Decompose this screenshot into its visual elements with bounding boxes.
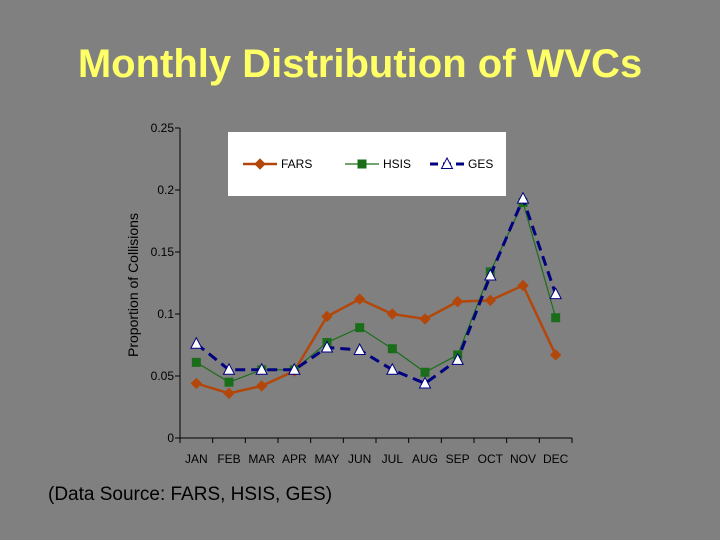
data-point-ges	[484, 268, 497, 281]
data-point-fars	[223, 387, 235, 400]
y-tick-label: 0.05	[151, 369, 175, 383]
legend-marker-fars	[254, 158, 266, 170]
data-point-hsis	[420, 367, 430, 377]
x-tick-label: JUN	[348, 452, 371, 466]
data-point-ges	[222, 362, 236, 375]
x-tick-label: MAY	[314, 452, 339, 466]
legend-marker-ges	[440, 156, 454, 169]
x-tick-label: FEB	[217, 452, 240, 466]
data-point-fars	[484, 294, 497, 307]
data-point-fars	[419, 313, 431, 325]
series-line-fars	[195, 283, 557, 395]
data-point-hsis	[551, 313, 561, 323]
y-tick-label: 0	[167, 431, 174, 445]
chart-series	[190, 191, 562, 400]
data-point-ges	[418, 376, 432, 389]
y-tick-label: 0.25	[151, 121, 175, 135]
y-tick-label: 0.1	[157, 307, 174, 321]
data-point-ges	[320, 340, 334, 353]
x-tick-label: OCT	[478, 452, 504, 466]
data-point-ges	[516, 191, 530, 204]
chart-axes: 0 0.05 0.1 0.15 0.2 0.25 JAN FEB MAR APR MAY JUN JUL…	[125, 121, 573, 466]
chart-legend: FARS HSIS GES	[228, 132, 506, 196]
data-point-ges	[549, 287, 562, 300]
data-point-hsis	[355, 323, 365, 333]
data-point-ges	[190, 336, 203, 349]
series-fars	[190, 279, 562, 400]
data-point-ges	[451, 352, 464, 365]
data-point-fars	[549, 349, 562, 361]
data-point-ges	[288, 362, 301, 375]
data-point-fars	[190, 377, 203, 390]
x-tick-label: SEP	[446, 452, 470, 466]
slide-title: Monthly Distribution of WVCs	[77, 42, 643, 86]
data-point-ges	[255, 362, 268, 375]
series-line-hsis	[196, 200, 557, 383]
legend-label-ges: GES	[468, 157, 493, 171]
x-tick-label: MAR	[248, 452, 275, 466]
x-tick-label: DEC	[543, 452, 569, 466]
x-tick-label: APR	[282, 452, 307, 466]
series-line-ges	[195, 194, 558, 386]
data-point-ges	[386, 362, 399, 375]
data-point-hsis	[191, 357, 201, 367]
x-tick-label: NOV	[510, 452, 536, 466]
data-point-fars	[517, 279, 529, 292]
series-ges	[190, 191, 562, 389]
y-tick-label: 0.15	[151, 245, 175, 259]
data-point-hsis	[387, 344, 397, 354]
data-point-hsis	[224, 377, 234, 387]
data-source-note: (Data Source: FARS, HSIS, GES)	[48, 484, 333, 505]
data-point-fars	[255, 380, 268, 392]
x-tick-label: JAN	[185, 452, 208, 466]
legend-marker-hsis	[357, 159, 367, 169]
legend-label-hsis: HSIS	[383, 157, 411, 171]
data-point-fars	[321, 310, 333, 323]
y-tick-label: 0.2	[157, 183, 174, 197]
data-point-fars	[451, 295, 464, 308]
legend-label-fars: FARS	[281, 157, 312, 171]
data-point-fars	[353, 293, 366, 305]
data-point-ges	[353, 342, 366, 355]
x-tick-label: AUG	[412, 452, 438, 466]
data-point-fars	[386, 308, 399, 320]
x-tick-label: JUL	[382, 452, 404, 466]
y-axis-title: Proportion of Collisions	[125, 213, 141, 357]
